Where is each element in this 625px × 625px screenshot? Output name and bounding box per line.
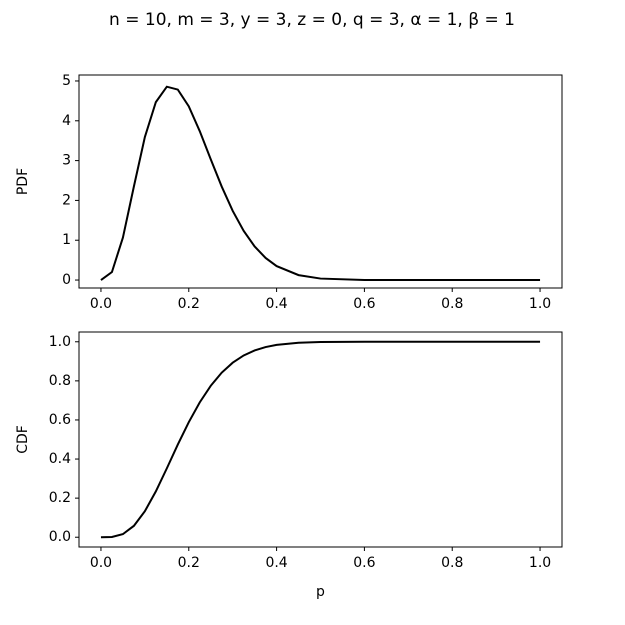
y-tick-label: 5 <box>62 73 71 89</box>
x-tick-label: 0.6 <box>353 296 375 312</box>
y-tick-label: 1.0 <box>49 334 71 350</box>
y-tick-label: 0.2 <box>49 490 71 506</box>
y-axis-label: CDF <box>15 425 31 454</box>
line <box>100 340 541 539</box>
x-tick-label: 1.0 <box>529 296 551 312</box>
y-tick-label: 1 <box>62 232 71 248</box>
figure-title: n = 10, m = 3, y = 3, z = 0, q = 3, α = … <box>109 10 515 30</box>
line <box>100 85 541 282</box>
x-tick-label: 0.8 <box>441 555 463 571</box>
x-tick-label: 0.2 <box>178 296 200 312</box>
y-tick-label: 0.4 <box>49 451 71 467</box>
axes-frame <box>78 74 563 289</box>
y-axis-label: PDF <box>15 168 31 195</box>
y-tick-label: 0.6 <box>49 412 71 428</box>
x-axis-label: p <box>316 584 325 600</box>
y-tick-label: 2 <box>62 192 71 208</box>
x-tick-label: 1.0 <box>529 555 551 571</box>
y-tick-label: 3 <box>62 153 71 169</box>
x-tick-label: 0.2 <box>178 555 200 571</box>
y-tick-label: 4 <box>62 113 71 129</box>
y-tick-label: 0.0 <box>49 529 71 545</box>
y-tick-label: 0.8 <box>49 373 71 389</box>
axes-frame <box>78 331 563 548</box>
x-tick-label: 0.0 <box>90 555 112 571</box>
x-tick-label: 0.4 <box>265 555 287 571</box>
x-tick-label: 0.0 <box>90 296 112 312</box>
x-tick-label: 0.6 <box>353 555 375 571</box>
x-tick-label: 0.4 <box>265 296 287 312</box>
y-tick-label: 0 <box>62 272 71 288</box>
x-tick-label: 0.8 <box>441 296 463 312</box>
